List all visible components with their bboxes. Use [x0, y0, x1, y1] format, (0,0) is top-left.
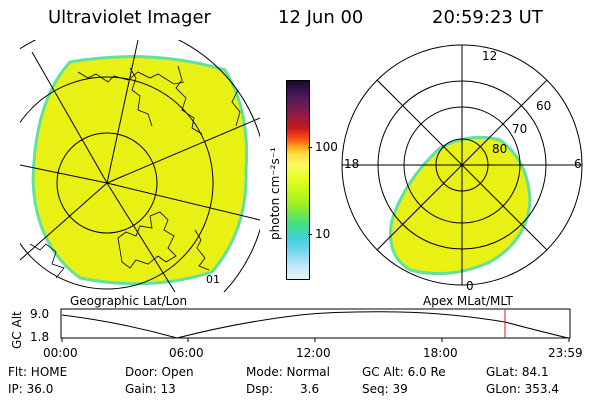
alt-ytick-high: 9.0 — [30, 307, 50, 321]
alt-xtick-2359: 23:59 — [548, 346, 583, 360]
seq-value: Seq: 39 — [362, 382, 408, 396]
colorbar-tick-100: 100 — [315, 140, 338, 154]
mlt-12: 12 — [482, 49, 497, 63]
altitude-plot — [60, 308, 571, 342]
alt-xtick-1200: 12:00 — [296, 346, 331, 360]
x-ticks — [61, 338, 570, 342]
colorbar-tick — [308, 147, 312, 148]
mlt-6: 6 — [574, 157, 582, 171]
colorbar-tick — [308, 234, 312, 235]
colorbar-tick-10: 10 — [315, 227, 331, 241]
aurora-oval — [389, 135, 532, 276]
lat-label-80: 80 — [492, 142, 507, 156]
geographic-caption: Geographic Lat/Lon — [70, 294, 188, 308]
glon-value: GLon: 353.4 — [486, 382, 559, 396]
mlt-0: 0 — [466, 279, 474, 293]
lon-label: 01 — [206, 273, 220, 286]
door-status: Door: Open — [125, 365, 194, 379]
mlt-lines — [342, 45, 582, 285]
lat-circle — [56, 132, 158, 234]
instrument-title: Ultraviolet Imager — [48, 7, 211, 28]
alt-xtick-0000: 00:00 — [43, 346, 78, 360]
coastline — [29, 243, 65, 279]
apex-caption: Apex MLat/MLT — [423, 294, 513, 308]
aurora-fill — [31, 55, 248, 286]
time-label: 20:59:23 UT — [432, 7, 543, 28]
lat-label-70: 70 — [512, 122, 527, 136]
alt-ylabel: GC Alt — [10, 311, 24, 349]
alt-xtick-1800: 18:00 — [423, 346, 458, 360]
coastline — [77, 71, 185, 85]
lat-circle — [20, 76, 214, 290]
dsp-label: Dsp: — [246, 382, 274, 396]
mode-value: Mode: Normal — [246, 365, 330, 379]
coastline — [117, 211, 177, 269]
ip-value: IP: 36.0 — [8, 382, 54, 396]
lat-label-60: 60 — [536, 99, 551, 113]
gain-value: Gain: 13 — [125, 382, 176, 396]
glat-value: GLat: 84.1 — [486, 365, 549, 379]
coastline — [194, 229, 210, 271]
polar-map: 12 18 6 0 60 70 80 — [341, 44, 583, 293]
geographic-map: 01 — [20, 40, 260, 292]
flight-status: Flt: HOME — [8, 365, 68, 379]
meridians — [20, 40, 260, 292]
alt-xtick-0600: 06:00 — [169, 346, 204, 360]
coastline — [129, 67, 153, 127]
dsp-value: 3.6 — [300, 382, 320, 396]
colorbar — [286, 80, 310, 280]
coastline — [231, 89, 241, 127]
gc-alt-value: GC Alt: 6.0 Re — [362, 365, 446, 379]
mlt-18: 18 — [344, 157, 359, 171]
colorbar-unit-label: photon cm⁻²s⁻¹ — [268, 147, 282, 240]
alt-ytick-low: 1.8 — [30, 330, 50, 344]
date-label: 12 Jun 00 — [278, 7, 364, 28]
coastline — [175, 65, 203, 135]
